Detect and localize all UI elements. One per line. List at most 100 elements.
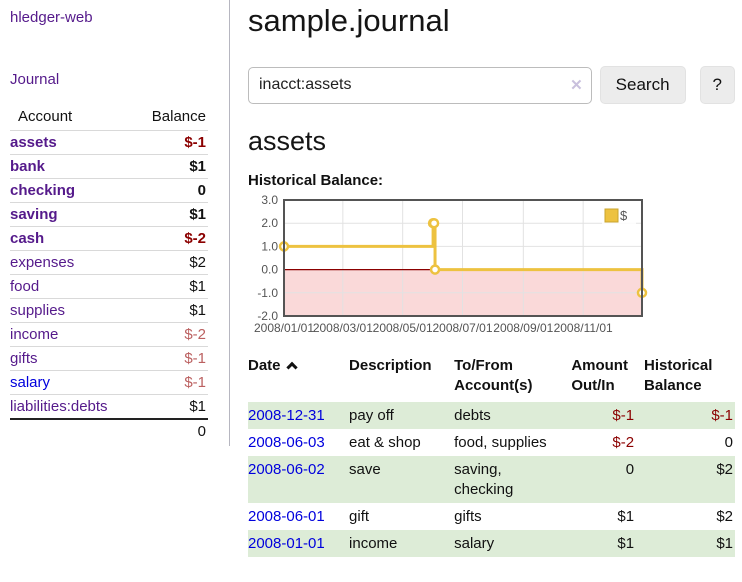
x-tick-label: 2008/11/01: [554, 321, 613, 335]
register-header-balance: Historical Balance: [644, 357, 713, 394]
page-title: sample.journal: [248, 3, 450, 38]
accounts-total-row: 0: [10, 418, 208, 443]
transaction-accounts: food, supplies: [454, 434, 547, 451]
brand-link[interactable]: hledger-web: [10, 9, 93, 26]
account-link[interactable]: expenses: [10, 254, 75, 271]
account-link[interactable]: salary: [10, 374, 51, 391]
account-balance: $-1: [129, 346, 208, 371]
transaction-balance: $2: [716, 508, 733, 525]
accounts-header-account: Account: [10, 105, 130, 131]
account-link[interactable]: gifts: [10, 350, 38, 367]
help-button[interactable]: ?: [699, 66, 735, 104]
register-header-date[interactable]: Date: [248, 352, 349, 402]
account-row: checking 0: [10, 178, 208, 203]
sidebar: hledger-web Journal Account Balance asse…: [0, 0, 230, 446]
account-balance: $1: [129, 154, 208, 179]
account-link[interactable]: income: [10, 326, 59, 343]
brand: hledger-web: [10, 9, 229, 26]
account-balance: $1: [129, 298, 208, 323]
account-row: liabilities:debts $1: [10, 394, 208, 420]
register-table: Date Description To/From Account(s) Amou…: [248, 352, 735, 557]
account-balance: $1: [129, 274, 208, 299]
transaction-date-link[interactable]: 2008-06-01: [248, 508, 325, 525]
transaction-amount: 0: [625, 461, 635, 478]
search-input[interactable]: [248, 66, 592, 104]
sort-ascending-icon: [285, 361, 298, 374]
account-balance: $-2: [129, 322, 208, 347]
legend-label: $: [620, 208, 628, 223]
account-row: expenses $2: [10, 250, 208, 275]
transaction-description: eat & shop: [349, 434, 421, 451]
account-balance: $-1: [129, 130, 208, 155]
y-tick-label: 2.0: [261, 216, 278, 230]
legend-swatch: [604, 208, 619, 223]
transaction-date-link[interactable]: 2008-06-02: [248, 461, 325, 478]
x-tick-label: 2008/05/01: [373, 321, 433, 335]
account-balance: $-2: [129, 226, 208, 251]
account-link[interactable]: liabilities:debts: [10, 398, 108, 415]
register-header-amount: Amount Out/In: [571, 357, 628, 394]
account-link[interactable]: assets: [10, 134, 57, 151]
transaction-balance: $2: [716, 461, 733, 478]
transaction-accounts: salary: [454, 535, 495, 552]
transaction-amount: $-2: [612, 434, 635, 451]
accounts-header-balance: Balance: [129, 105, 208, 131]
account-row: saving $1: [10, 202, 208, 227]
search-button[interactable]: Search: [599, 66, 686, 104]
main-content: sample.journal ✕ Search ? assets Histori…: [248, 0, 735, 557]
transaction-row: 2008-06-03 eat & shop food, supplies $-2 0: [248, 429, 735, 456]
account-balance: $2: [129, 250, 208, 275]
transaction-balance: $-1: [711, 407, 733, 424]
account-link[interactable]: cash: [10, 230, 45, 247]
account-link[interactable]: food: [10, 278, 40, 295]
y-tick-label: -2.0: [257, 309, 278, 323]
transaction-balance: $1: [716, 535, 733, 552]
transaction-amount: $-1: [612, 407, 635, 424]
transaction-date-link[interactable]: 2008-01-01: [248, 535, 325, 552]
transaction-amount: $1: [617, 535, 635, 552]
transaction-row: 2008-06-02 save saving, checking 0 $2: [248, 456, 735, 503]
search-bar: ✕ Search ?: [248, 66, 735, 104]
sidebar-item-journal[interactable]: Journal: [10, 71, 60, 88]
historical-balance-chart: 2008/01/01 2008/03/01 2008/05/01 2008/07/01…: [248, 193, 735, 342]
account-row: supplies $1: [10, 298, 208, 323]
account-link[interactable]: bank: [10, 158, 46, 175]
register-header-description: Description: [349, 357, 432, 374]
account-link[interactable]: checking: [10, 182, 76, 199]
y-tick-label: 0.0: [261, 263, 278, 277]
transaction-row: 2008-06-01 gift gifts $1 $2: [248, 503, 735, 530]
transaction-accounts: saving, checking: [454, 461, 514, 498]
account-row: cash $-2: [10, 226, 208, 251]
account-balance: $-1: [129, 370, 208, 395]
account-balance: $1: [129, 394, 208, 420]
account-row: gifts $-1: [10, 346, 208, 371]
account-heading: assets: [248, 126, 327, 156]
accounts-total-value: 0: [129, 418, 208, 443]
transaction-description: income: [349, 535, 398, 552]
transaction-accounts: gifts: [454, 508, 482, 525]
register-header-tofrom: To/From Account(s): [454, 357, 533, 394]
x-tick-label: 2008/01/01: [254, 321, 314, 335]
account-link[interactable]: supplies: [10, 302, 66, 319]
account-row: salary $-1: [10, 370, 208, 395]
y-tick-label: 3.0: [261, 194, 278, 207]
data-point-marker: [428, 217, 440, 229]
transaction-date-link[interactable]: 2008-12-31: [248, 407, 325, 424]
plot-border: [283, 199, 643, 317]
transaction-row: 2008-12-31 pay off debts $-1 $-1: [248, 402, 735, 429]
account-row: food $1: [10, 274, 208, 299]
data-point-marker: [429, 264, 441, 275]
account-link[interactable]: saving: [10, 206, 58, 223]
account-balance: $1: [129, 202, 208, 227]
account-row: bank $1: [10, 154, 208, 179]
transaction-description: save: [349, 461, 381, 478]
transaction-row: 2008-01-01 income salary $1 $1: [248, 530, 735, 557]
account-row: assets $-1: [10, 130, 208, 155]
x-tick-label: 2008/09/01: [493, 321, 553, 335]
chart-title: Historical Balance:: [248, 172, 384, 189]
account-row: income $-2: [10, 322, 208, 347]
clear-search-icon[interactable]: ✕: [570, 76, 583, 94]
transaction-date-link[interactable]: 2008-06-03: [248, 434, 325, 451]
transaction-amount: $1: [617, 508, 635, 525]
transaction-description: gift: [349, 508, 370, 525]
